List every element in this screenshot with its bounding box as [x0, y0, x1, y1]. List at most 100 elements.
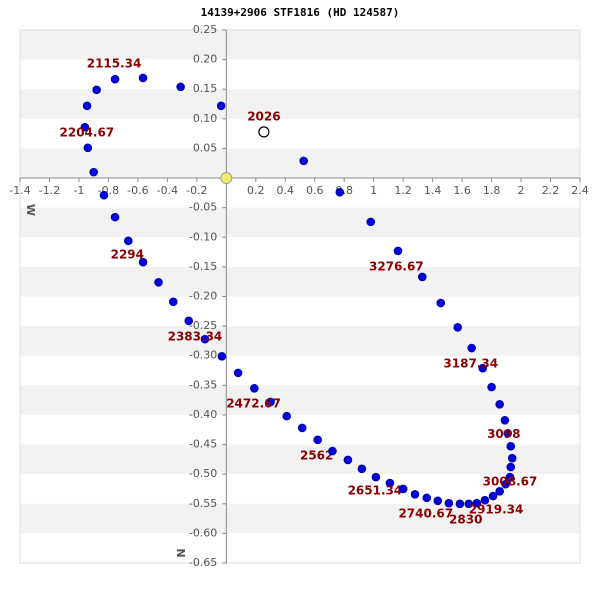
data-point [422, 493, 432, 503]
data-point [495, 487, 504, 496]
x-axis-label: W [24, 204, 37, 216]
data-point [500, 415, 510, 425]
data-point [453, 322, 462, 332]
point-label: 2026 [247, 109, 280, 123]
point-label: 2830 [449, 512, 482, 526]
data-point [258, 126, 270, 138]
point-label: 2294 [111, 247, 144, 261]
data-point [506, 442, 516, 451]
band [20, 385, 580, 415]
data-point [488, 491, 498, 501]
data-point [506, 462, 516, 472]
point-label: 2204.67 [60, 126, 115, 140]
band [20, 503, 580, 534]
y-tick-label: -0.55 [189, 497, 217, 510]
data-point [418, 272, 427, 282]
data-point [233, 368, 243, 378]
point-label: 2651.34 [348, 484, 403, 498]
band [20, 89, 580, 119]
band [20, 118, 580, 149]
data-point [385, 478, 395, 488]
data-point [455, 499, 465, 509]
data-point [433, 496, 443, 506]
y-tick-label: -0.60 [189, 526, 217, 539]
data-point [398, 484, 408, 494]
data-point [250, 383, 259, 393]
x-tick-label: 2 [518, 184, 525, 197]
data-point [436, 298, 446, 308]
x-tick-label: 1.2 [394, 184, 412, 197]
point-label: 2472.67 [226, 396, 281, 410]
band [20, 533, 580, 563]
data-point [217, 352, 227, 361]
point-label: 2115.34 [87, 57, 142, 71]
point-label: 2919.34 [469, 503, 524, 517]
data-point [472, 498, 482, 508]
data-point [335, 187, 345, 197]
band [20, 237, 580, 267]
data-point [99, 190, 109, 200]
x-tick-label: 0.2 [247, 184, 265, 197]
y-tick-label: -0.65 [189, 556, 217, 569]
data-point [80, 122, 90, 132]
band [20, 355, 580, 386]
data-point [282, 411, 292, 421]
data-point [184, 316, 194, 326]
x-tick-label: -1 [73, 184, 84, 197]
y-tick-label: 0.25 [193, 23, 218, 36]
y-tick-label: -0.35 [189, 378, 217, 391]
band [20, 207, 580, 238]
data-point [83, 143, 93, 153]
x-tick-label: 2.2 [542, 184, 560, 197]
band [20, 148, 580, 179]
band [20, 444, 580, 475]
point-label: 2740.67 [398, 506, 453, 520]
y-tick-label: -0.30 [189, 349, 217, 362]
point-label: 3187.34 [443, 357, 498, 371]
data-point [393, 246, 403, 256]
y-tick-label: -0.05 [189, 201, 217, 214]
data-point [467, 343, 476, 353]
data-point [138, 73, 148, 83]
plot-border [19, 29, 581, 564]
data-point [82, 101, 92, 111]
x-tick-label: 2.4 [571, 184, 589, 197]
band [20, 30, 580, 60]
data-point [110, 74, 120, 84]
point-label: 3098 [487, 427, 520, 441]
point-label: 3008.67 [483, 475, 538, 489]
y-axis-label: N [174, 548, 187, 557]
x-tick-label: 1.6 [453, 184, 471, 197]
y-tick-label: -0.25 [189, 319, 217, 332]
point-label: 2562 [300, 448, 333, 462]
data-point [297, 423, 307, 433]
data-point [220, 172, 233, 185]
data-point [495, 399, 504, 409]
y-tick-label: -0.10 [189, 230, 217, 243]
data-point [313, 435, 322, 445]
band [20, 296, 580, 327]
data-point [357, 464, 367, 474]
data-point [266, 397, 275, 407]
point-label: 3276.67 [369, 259, 424, 273]
y-tick-label: 0.15 [193, 82, 218, 95]
data-point [299, 156, 308, 166]
y-tick-label: -0.15 [189, 260, 217, 273]
data-point [487, 382, 496, 392]
data-point [371, 472, 381, 482]
x-tick-label: -0.4 [157, 184, 178, 197]
data-point [138, 257, 148, 267]
data-point [92, 85, 101, 95]
y-tick-label: 0.20 [193, 53, 218, 66]
y-tick-label: 0.10 [193, 112, 218, 125]
x-tick-label: -1.2 [39, 184, 60, 197]
band [20, 266, 580, 297]
data-point [444, 498, 454, 508]
chart-title: 14139+2906 STF1816 (HD 124587) [201, 6, 400, 19]
data-point [154, 277, 163, 287]
y-tick-label: 0.05 [193, 141, 218, 154]
y-tick-label: -0.40 [189, 408, 217, 421]
band [20, 326, 580, 356]
data-point [501, 479, 510, 489]
